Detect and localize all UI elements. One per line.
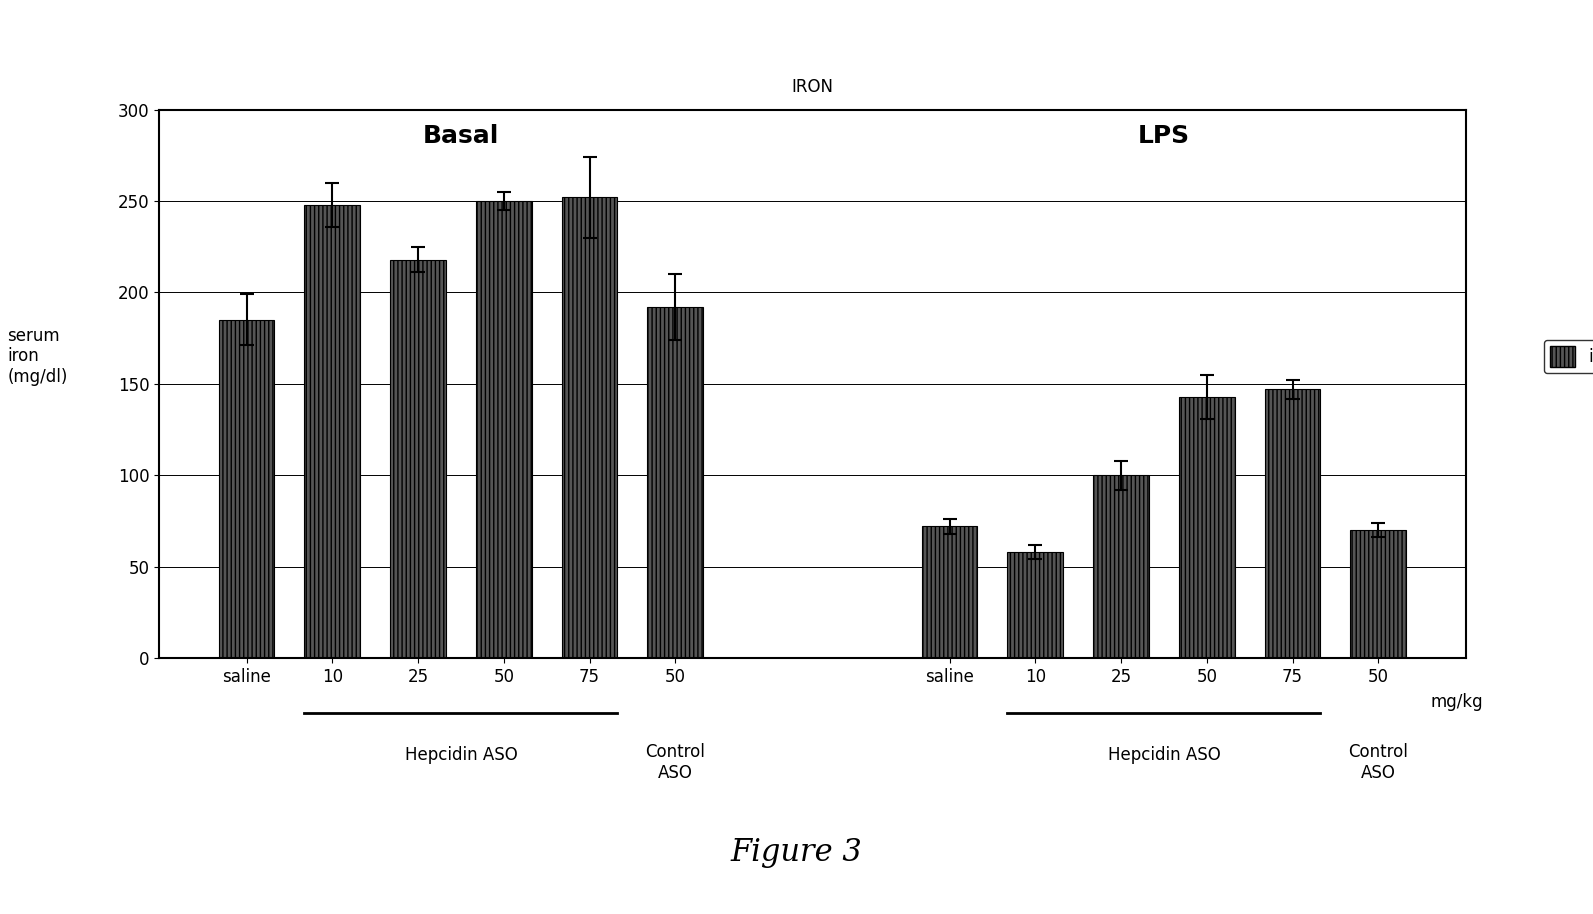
Text: Hepcidin ASO: Hepcidin ASO xyxy=(1107,746,1220,764)
Text: Control
ASO: Control ASO xyxy=(1348,743,1408,781)
Bar xyxy=(304,205,360,658)
Text: LPS: LPS xyxy=(1137,124,1190,148)
Text: IRON: IRON xyxy=(792,78,833,96)
Bar xyxy=(1093,475,1149,658)
Text: mg/kg: mg/kg xyxy=(1431,693,1483,711)
Bar xyxy=(1265,389,1321,658)
Bar xyxy=(476,201,532,658)
Bar xyxy=(562,197,618,658)
Y-axis label: serum
iron
(mg/dl): serum iron (mg/dl) xyxy=(8,326,68,387)
Bar xyxy=(922,526,978,658)
Bar xyxy=(390,260,446,658)
Bar xyxy=(647,307,703,658)
Legend: iron: iron xyxy=(1544,340,1593,373)
Text: Figure 3: Figure 3 xyxy=(731,837,862,868)
Text: Hepcidin ASO: Hepcidin ASO xyxy=(405,746,518,764)
Bar xyxy=(1351,530,1407,658)
Bar xyxy=(218,320,274,658)
Bar xyxy=(1179,397,1235,658)
Text: Basal: Basal xyxy=(422,124,499,148)
Bar xyxy=(1007,552,1063,658)
Text: Control
ASO: Control ASO xyxy=(645,743,706,781)
